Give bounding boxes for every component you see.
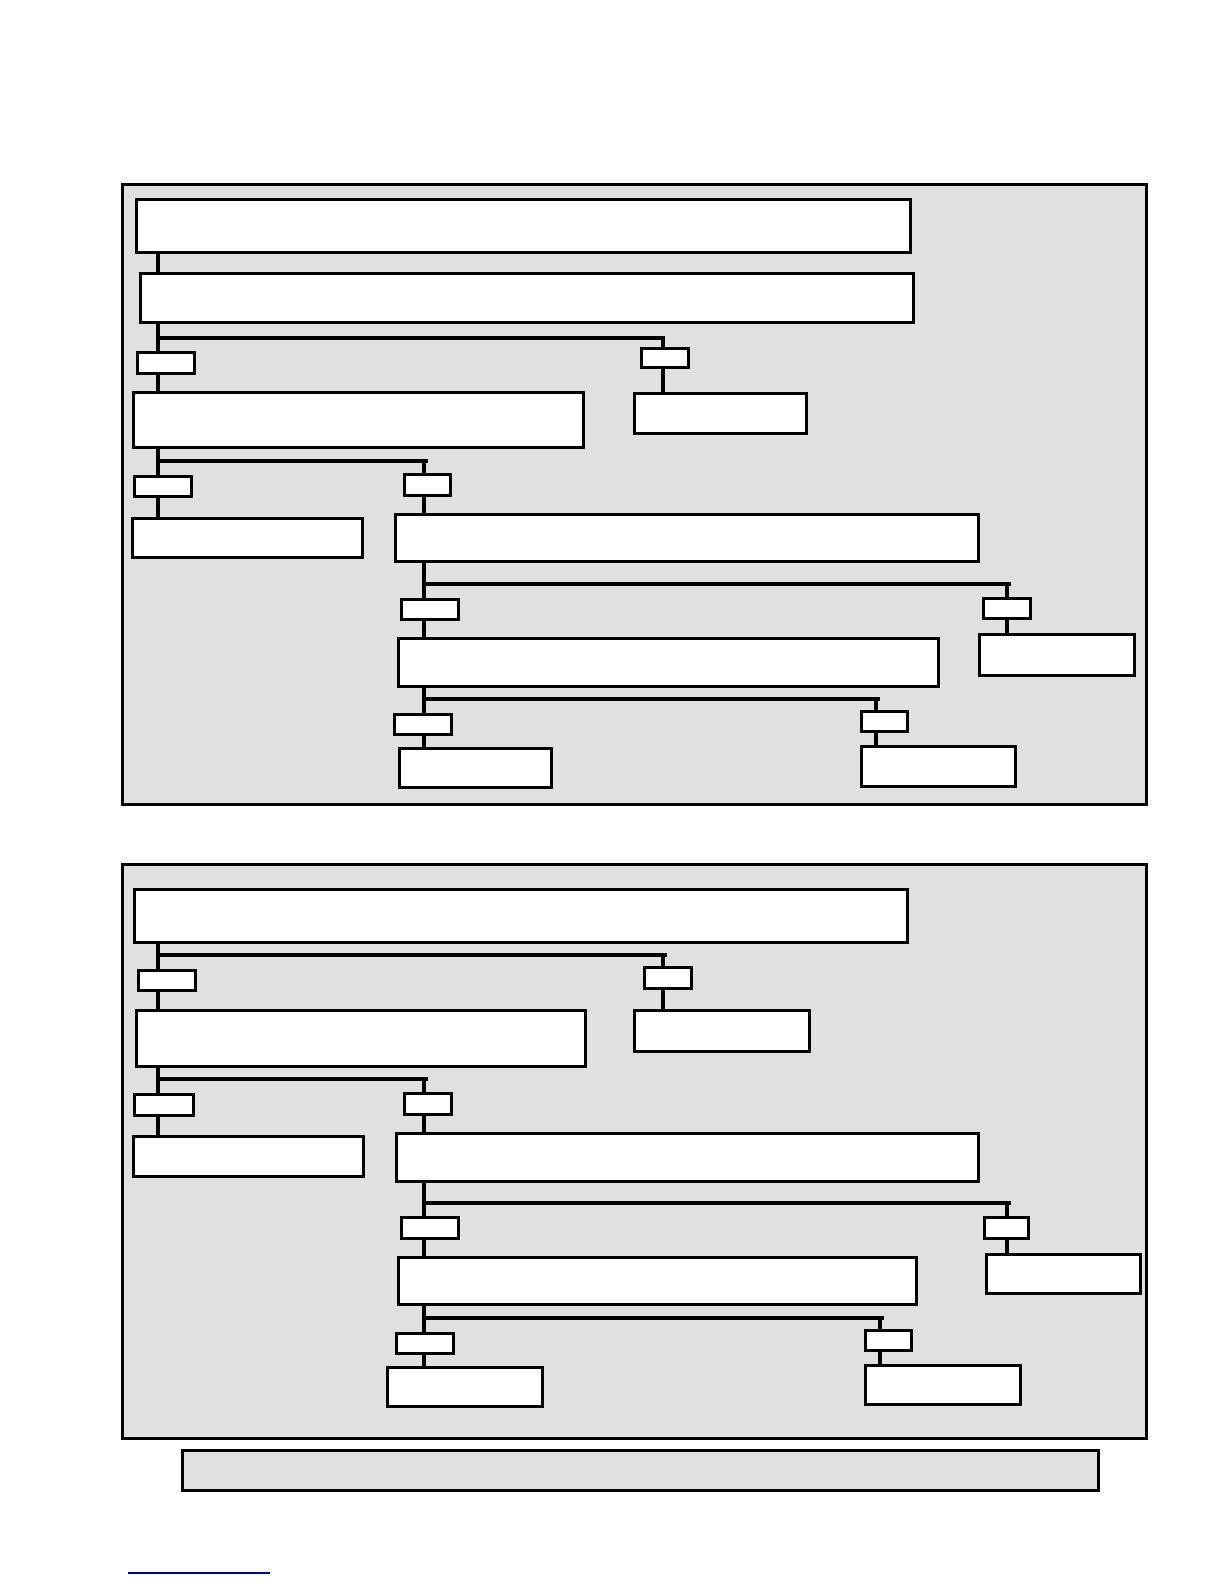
flow-node-5 bbox=[131, 517, 364, 559]
flow-stub-7 bbox=[395, 1332, 455, 1355]
top-flowchart-panel bbox=[121, 183, 1148, 806]
flow-node-5 bbox=[395, 1132, 980, 1183]
connector-hline bbox=[422, 1201, 1011, 1205]
flow-stub-2 bbox=[643, 966, 693, 990]
flow-stub-7 bbox=[393, 713, 453, 736]
flow-node-7 bbox=[985, 1253, 1142, 1295]
footer-bar bbox=[181, 1449, 1100, 1492]
flow-stub-2 bbox=[640, 347, 690, 369]
flow-node-9 bbox=[398, 747, 553, 789]
flow-stub-3 bbox=[133, 475, 193, 498]
flow-stub-8 bbox=[860, 710, 909, 733]
connector-hline bbox=[422, 582, 1011, 586]
flow-stub-5 bbox=[400, 1216, 460, 1240]
flow-node-8 bbox=[386, 1366, 544, 1408]
flow-node-6 bbox=[394, 513, 980, 563]
flow-stub-6 bbox=[982, 597, 1032, 620]
flow-stub-6 bbox=[983, 1216, 1030, 1240]
flow-stub-5 bbox=[400, 598, 460, 621]
connector-hline bbox=[422, 1316, 884, 1320]
connector-hline bbox=[156, 1077, 428, 1081]
flow-stub-4 bbox=[403, 1092, 453, 1116]
flow-node-9 bbox=[864, 1364, 1022, 1406]
flow-node-7 bbox=[397, 637, 940, 688]
connector-hline bbox=[156, 953, 667, 957]
connector-vline bbox=[156, 254, 160, 272]
flow-node-8 bbox=[978, 633, 1136, 677]
flow-node-4 bbox=[132, 1135, 365, 1178]
connector-hline bbox=[156, 336, 665, 340]
flow-node-1 bbox=[135, 198, 912, 254]
flow-node-2 bbox=[139, 272, 915, 324]
flow-node-3 bbox=[132, 391, 585, 449]
flow-node-3 bbox=[633, 1009, 811, 1053]
connector-hline bbox=[422, 697, 880, 701]
flow-stub-1 bbox=[137, 969, 197, 992]
flow-stub-4 bbox=[403, 473, 452, 497]
bottom-flowchart-panel bbox=[121, 863, 1148, 1440]
flow-node-6 bbox=[397, 1256, 918, 1306]
connector-hline bbox=[156, 459, 428, 463]
flow-stub-3 bbox=[133, 1093, 195, 1117]
flow-node-4 bbox=[633, 392, 808, 435]
flow-node-10 bbox=[860, 745, 1017, 788]
flow-node-1 bbox=[133, 888, 909, 944]
footer-link-underline[interactable] bbox=[128, 1572, 270, 1574]
flow-stub-8 bbox=[864, 1329, 913, 1352]
flow-stub-1 bbox=[136, 351, 196, 375]
flow-node-2 bbox=[135, 1009, 587, 1068]
